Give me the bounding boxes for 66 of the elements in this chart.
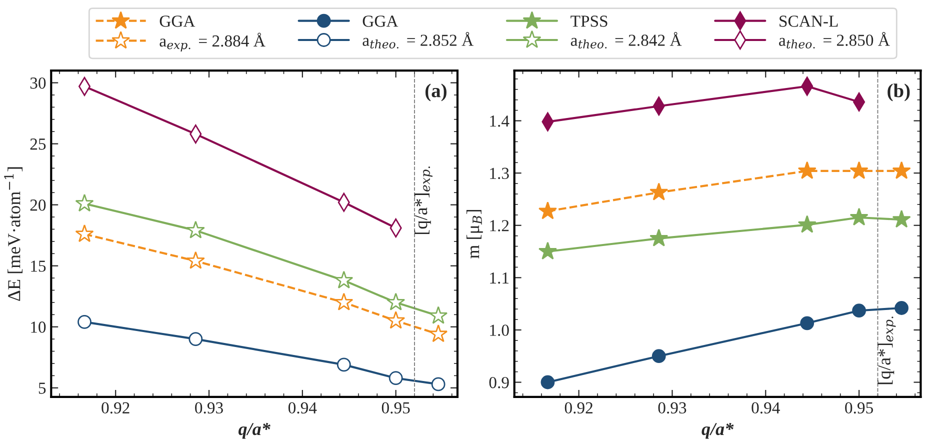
y-tick-label: 0.9 — [489, 376, 509, 388]
point — [800, 316, 814, 330]
x-tick-label: 0.95 — [382, 402, 410, 414]
point — [850, 208, 868, 226]
point — [652, 349, 666, 364]
y-tick-label: 1.3 — [490, 168, 509, 180]
y-tick-label: 1.4 — [490, 116, 510, 127]
x-tick-label: 0.92 — [102, 402, 130, 414]
legend-label: a$_{theo.}$ = 2.852 Å — [362, 32, 474, 48]
y-tick-label: 1.0 — [490, 324, 509, 336]
point — [334, 270, 354, 288]
point — [336, 358, 351, 372]
point — [78, 315, 92, 329]
x-tick-label: 0.94 — [288, 402, 317, 414]
x-tick-label: 0.95 — [845, 402, 873, 414]
point — [429, 324, 448, 342]
y-tick-label: 20 — [30, 200, 46, 211]
point — [186, 220, 205, 238]
point — [431, 377, 446, 392]
point — [892, 210, 911, 228]
point — [386, 311, 406, 329]
y-tick-label: 1.1 — [490, 272, 509, 284]
point — [894, 301, 908, 315]
point — [540, 375, 555, 390]
legend-label: a$_{theo.}$ = 2.842 Å — [570, 32, 682, 48]
point — [798, 215, 816, 233]
y-tick-label: 10 — [31, 322, 46, 333]
y-axis-title: m [μ$_{B}$] — [466, 210, 483, 258]
x-axis-title: q/a* — [702, 422, 734, 439]
point — [429, 306, 448, 324]
point — [75, 194, 94, 212]
y-tick-label: 5 — [38, 382, 46, 394]
y-tick-label: 15 — [31, 260, 46, 272]
legend-label: GGA — [160, 16, 196, 27]
x-tick-label: 0.93 — [195, 402, 223, 414]
annotation: (b) — [888, 84, 910, 102]
point — [186, 251, 205, 269]
annotation: (a) — [426, 84, 446, 102]
point — [852, 304, 866, 318]
legend-label: GGA — [362, 16, 398, 27]
y-tick-label: 1.2 — [490, 220, 509, 232]
point — [75, 224, 94, 242]
ref-line-label: [q/a*]$_{exp.}$ — [414, 166, 432, 234]
y-tick-label: 25 — [30, 138, 46, 150]
legend-label: SCAN-L — [780, 16, 838, 27]
legend-label: a$_{exp.}$ = 2.884 Å — [160, 32, 266, 52]
point — [798, 161, 816, 179]
point — [850, 161, 868, 179]
legend-label: TPSS — [570, 16, 608, 27]
x-tick-label: 0.94 — [752, 402, 780, 414]
legend-label: a$_{theo.}$ = 2.850 Å — [779, 32, 890, 48]
point — [650, 182, 668, 200]
point — [388, 371, 403, 386]
point — [538, 202, 557, 220]
point — [892, 161, 911, 179]
point — [386, 292, 406, 310]
ref-line-label: [q/a*]$_{exp.}$ — [878, 316, 896, 384]
point — [650, 228, 668, 246]
y-axis-title: ΔE [meV·atom$^{−1}$] — [4, 167, 23, 301]
x-tick-label: 0.93 — [658, 402, 686, 414]
x-axis-title: q/a* — [238, 422, 270, 439]
point — [188, 332, 203, 346]
point — [334, 292, 354, 310]
y-tick-label: 30 — [30, 77, 46, 89]
point — [538, 242, 557, 260]
x-tick-label: 0.92 — [564, 402, 592, 414]
